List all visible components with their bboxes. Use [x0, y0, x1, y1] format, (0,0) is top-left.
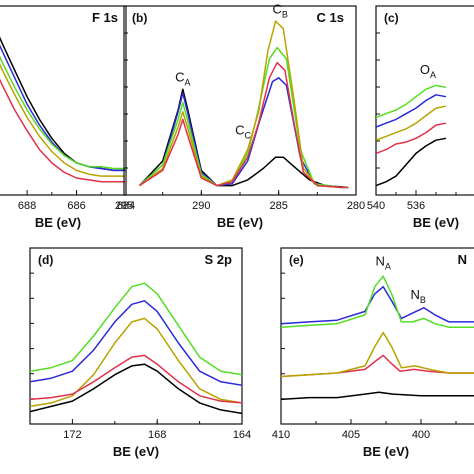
series-line-4: [30, 300, 242, 387]
x-tick-label: 172: [63, 429, 81, 441]
series-line-2: [376, 122, 447, 155]
peak-label: NA: [375, 254, 390, 272]
panel-label: (c): [384, 11, 399, 25]
series-line-2: [138, 77, 349, 189]
x-tick-label: 536: [407, 200, 425, 212]
series-line-3: [30, 354, 242, 404]
x-axis-title: BE (eV): [363, 444, 409, 459]
series-line-1: [376, 137, 447, 187]
x-tick-label: 290: [192, 200, 210, 212]
series-line-4: [376, 94, 447, 128]
series-line-5: [281, 275, 474, 328]
series-line-2: [30, 317, 242, 408]
panel-title: C 1s: [317, 10, 344, 25]
x-tick-label: 168: [148, 429, 166, 441]
series-line-5: [376, 84, 447, 119]
x-tick-label: 686: [67, 200, 85, 212]
series-line-5: [139, 61, 349, 189]
panel-title: N: [458, 252, 467, 267]
panel-title: S 2p: [205, 252, 233, 267]
series-line-3: [281, 331, 474, 378]
peak-label: OA: [420, 62, 436, 80]
panel-b: 295 290 285 280 (b) C 1s BE (eV) CA CC CB: [115, 2, 365, 230]
peak-label: CA: [175, 70, 190, 88]
x-tick-label: 688: [18, 200, 36, 212]
x-tick-label: 405: [342, 429, 360, 441]
panel-label: (b): [132, 11, 147, 25]
x-tick-label: 410: [272, 429, 290, 441]
panel-e: 410 405 400 (e) N BE (eV) NA NB: [272, 247, 474, 459]
x-tick-label: 400: [412, 429, 430, 441]
series-line-3: [138, 46, 349, 189]
plot-frame: [0, 5, 127, 196]
x-tick-label: 164: [233, 429, 251, 441]
series-line-3: [0, 55, 126, 170]
series-line-1: [30, 363, 242, 415]
plot-frame: [29, 247, 243, 425]
panel-title: F 1s: [92, 10, 118, 25]
x-tick-label: 280: [347, 200, 365, 212]
panel-label: (e): [289, 253, 304, 267]
series-line-4: [281, 285, 474, 325]
series-line-2: [281, 354, 474, 378]
series-line-4: [139, 20, 349, 189]
x-axis-title: BE (eV): [35, 215, 81, 230]
series-line-5: [0, 78, 126, 183]
panel-d: 172 168 164 (d) S 2p BE (eV): [29, 247, 251, 459]
panel-label: (d): [38, 253, 53, 267]
series-line-4: [0, 63, 126, 177]
peak-label: CC: [235, 123, 251, 141]
x-axis-title: BE (eV): [113, 444, 159, 459]
series-line-3: [376, 105, 447, 141]
x-axis-title: BE (eV): [413, 215, 459, 230]
panel-a: 688 686 684 F 1s BE (eV): [0, 5, 135, 230]
series-line-1: [281, 391, 474, 401]
x-tick-label: 684: [117, 200, 135, 212]
panel-c: 540 536 (c) BE (eV) OA: [367, 5, 474, 230]
x-axis-title: BE (eV): [217, 215, 263, 230]
peak-label: CB: [273, 2, 288, 20]
series-line-2: [0, 44, 126, 172]
x-tick-label: 285: [269, 200, 287, 212]
series-line-1: [0, 36, 126, 172]
peak-label: NB: [410, 287, 425, 305]
x-tick-label: 540: [367, 200, 385, 212]
series-line-5: [30, 282, 242, 376]
x-tick-label: 295: [115, 200, 133, 212]
